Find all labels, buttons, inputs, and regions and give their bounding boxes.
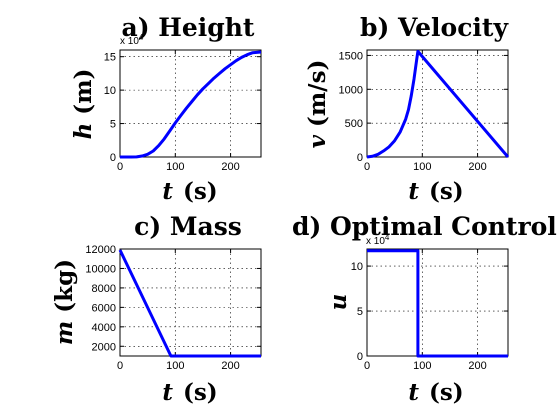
panel-velocity: b) Velocity 0 100 200 0 500 1000 1500 t(… <box>304 13 509 205</box>
y-tick-label: 10000 <box>85 263 116 275</box>
panel-height: a) Height 0 100 200 0 5 10 15 x 104 t (s)… <box>70 13 261 205</box>
x-tick-label: 0 <box>364 360 370 372</box>
y-tick-label: 5 <box>110 119 116 131</box>
x-tick-label: 200 <box>221 360 239 372</box>
y-tick-label: 500 <box>345 118 363 130</box>
panel-mass: c) Mass 0 100 200 2000 4000 6000 8000 10… <box>51 212 261 406</box>
x-tick-label: 0 <box>117 161 123 173</box>
plot-area <box>120 249 261 356</box>
y-tick-label: 0 <box>110 152 116 164</box>
y-axis-label: v(m/s) <box>304 60 331 149</box>
x-axis-label: t (s) <box>162 379 217 406</box>
x-tick-label: 200 <box>221 161 239 173</box>
x-axis-label: t (s) <box>408 178 463 205</box>
y-tick-label: 0 <box>357 351 363 363</box>
y-axis-label: m(kg) <box>51 259 78 345</box>
y-tick-label: 1000 <box>339 84 363 96</box>
x-axis-label: t (s) <box>408 379 463 406</box>
y-tick-label: 2000 <box>92 341 116 353</box>
y-exponent-label: x 104 <box>366 233 390 247</box>
y-tick-label: 5 <box>357 306 363 318</box>
x-tick-label: 100 <box>413 360 431 372</box>
y-tick-label: 4000 <box>92 322 116 334</box>
y-tick-label: 12000 <box>85 244 116 256</box>
plot-area <box>367 249 508 356</box>
x-tick-label: 100 <box>166 360 184 372</box>
x-tick-label: 200 <box>468 360 486 372</box>
x-tick-label: 0 <box>117 360 123 372</box>
chart-title: b) Velocity <box>360 13 509 42</box>
panel-optimal-control: d) Optimal Control 0 100 200 0 5 10 x 10… <box>292 212 557 406</box>
chart-title: d) Optimal Control <box>292 212 557 241</box>
x-tick-label: 200 <box>468 161 486 173</box>
y-tick-label: 15 <box>104 52 116 64</box>
x-tick-label: 100 <box>413 161 431 173</box>
y-tick-label: 0 <box>357 152 363 164</box>
y-tick-label: 8000 <box>92 283 116 295</box>
y-tick-label: 6000 <box>92 302 116 314</box>
y-axis-label: u <box>325 294 352 311</box>
y-axis-label: h(m) <box>70 69 97 140</box>
y-tick-label: 1500 <box>339 50 363 62</box>
x-tick-label: 0 <box>364 161 370 173</box>
y-exponent-label: x 104 <box>120 33 144 47</box>
x-tick-label: 100 <box>166 161 184 173</box>
x-axis-label: t (s) <box>162 178 217 205</box>
y-tick-label: 10 <box>351 261 363 273</box>
plot-area <box>367 50 508 157</box>
y-tick-label: 10 <box>104 85 116 97</box>
chart-title: c) Mass <box>134 212 242 241</box>
